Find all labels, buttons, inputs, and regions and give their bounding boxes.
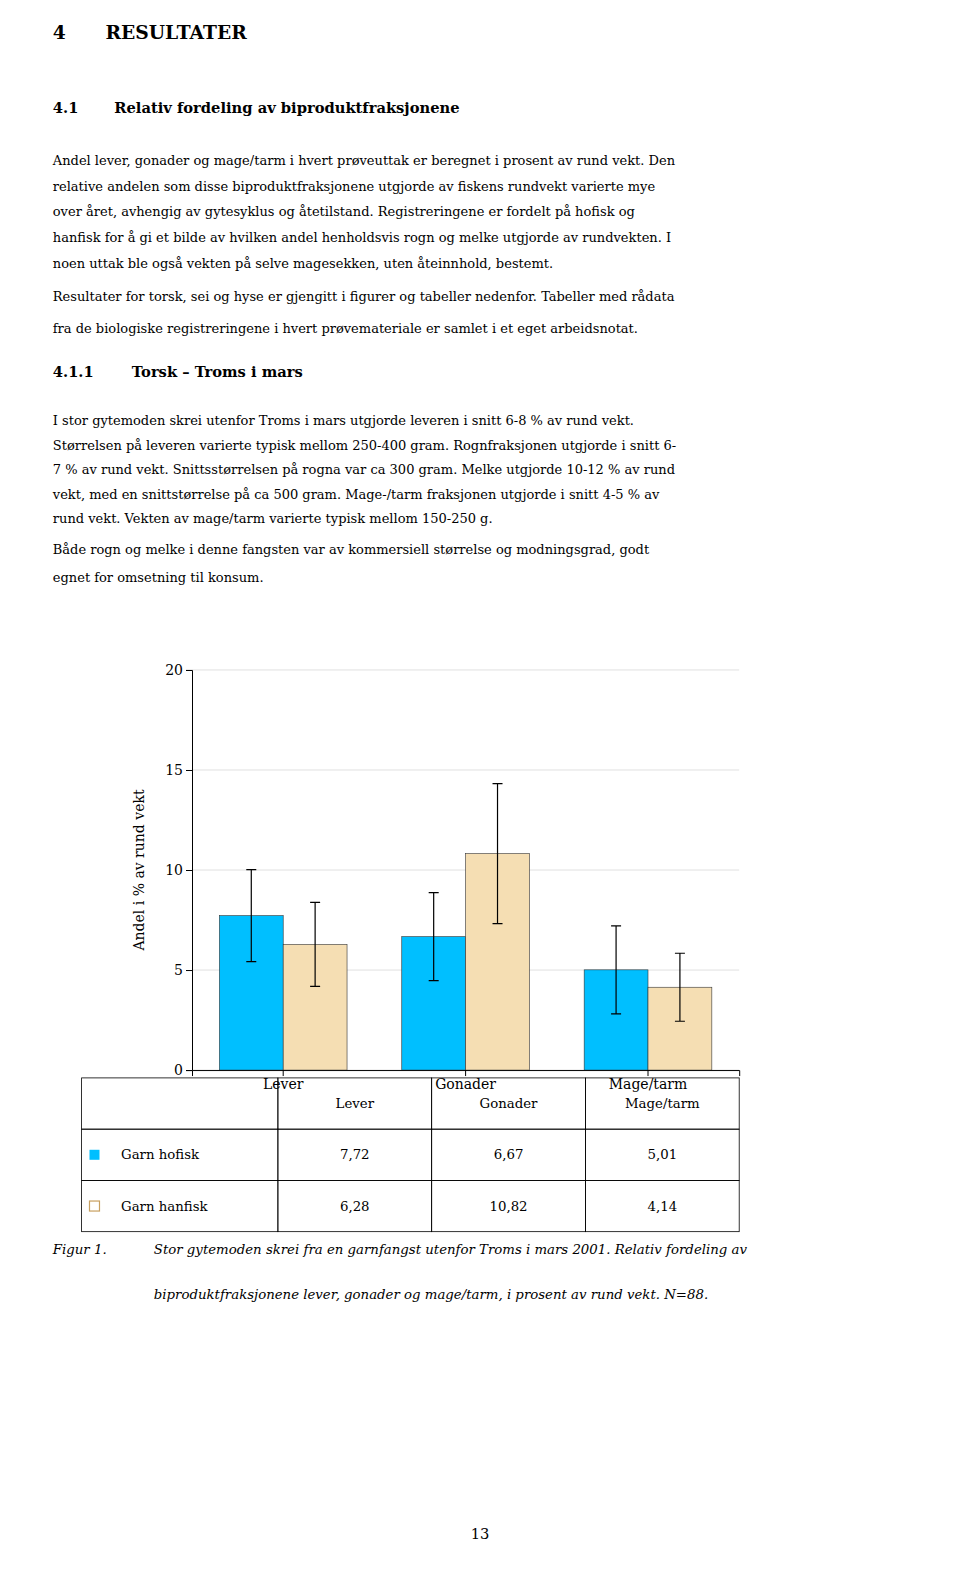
- table-cell: [278, 1180, 432, 1231]
- error-bar: [493, 784, 503, 924]
- heading-text: RESULTATER: [106, 21, 248, 43]
- y-axis-title: Andel i % av rund vekt: [131, 789, 147, 952]
- body-line: egnet for omsetning til konsum.: [53, 570, 264, 585]
- page: 4 RESULTATER 4.1 Relativ fordeling av bipro…: [0, 0, 960, 1569]
- table-cell: [585, 1129, 739, 1180]
- body-line: rund vekt. Vekten av mage/tarm varierte …: [53, 511, 493, 526]
- error-bar: [246, 870, 256, 962]
- row-marker: [89, 1201, 99, 1211]
- body-text: Andel lever, gonader og mage/tarm i hver…: [52, 153, 676, 585]
- x-tick: Mage/tarm: [609, 1070, 688, 1092]
- body-line: 7 % av rund vekt. Snittsstørrelsen på ro…: [53, 462, 675, 477]
- body-line: Både rogn og melke i denne fangsten var …: [53, 542, 650, 557]
- y-tick: 20: [165, 662, 192, 678]
- error-bar: [310, 902, 320, 986]
- table-row-label: Garn hanfisk: [121, 1199, 208, 1214]
- x-tick-label: Gonader: [435, 1076, 496, 1092]
- heading-number: 4: [53, 21, 66, 43]
- plot-area: [219, 784, 711, 1070]
- body-line: Resultater for torsk, sei og hyse er gje…: [53, 289, 675, 304]
- tick-mark: [186, 1070, 192, 1071]
- y-tick: 10: [165, 862, 192, 878]
- tick-mark: [186, 970, 192, 971]
- x-axis: Lever Gonader Mage/tarm: [193, 1070, 740, 1092]
- table-cell: [278, 1129, 432, 1180]
- grid-line: [192, 669, 739, 670]
- caption: Figur 1. Stor gytemoden skrei fra en garn…: [52, 1242, 748, 1302]
- table-value: 6,28: [340, 1199, 370, 1214]
- table-cell: [432, 1078, 586, 1129]
- heading-number: 4.1.1: [53, 363, 94, 380]
- table: Lever Gonader Mage/tarm Garn hofisk 7,72 6,67…: [82, 1078, 740, 1232]
- table-cell: [82, 1078, 278, 1129]
- tick-mark: [186, 870, 192, 871]
- table-value: 6,67: [494, 1147, 524, 1162]
- page-number: 13: [471, 1525, 490, 1542]
- tick-mark: [186, 770, 192, 771]
- body-line: fra de biologiske registreringene i hver…: [53, 321, 638, 336]
- table-row-label: Garn hofisk: [121, 1147, 200, 1162]
- heading-text: Torsk – Troms i mars: [132, 363, 303, 380]
- body-line: hanfisk for å gi et bilde av hvilken and…: [53, 230, 671, 245]
- tick-mark: [186, 670, 192, 671]
- table-header: Gonader: [480, 1096, 538, 1111]
- y-tick-label: 0: [174, 1062, 183, 1078]
- y-tick-label: 5: [174, 962, 183, 978]
- bar-series: [219, 870, 648, 1070]
- y-axis: 0 5 10 15 20: [165, 662, 192, 1078]
- table-cell: [432, 1180, 586, 1231]
- table-header: Lever: [336, 1096, 375, 1111]
- table-cell: [82, 1180, 278, 1231]
- x-tick-label: Lever: [263, 1076, 304, 1092]
- table-value: 7,72: [340, 1147, 370, 1162]
- heading-number: 4.1: [53, 99, 79, 116]
- axis-line: [186, 670, 193, 1070]
- bar-series: [283, 784, 712, 1070]
- caption-label: Figur 1.: [52, 1242, 107, 1257]
- x-tick-label: Mage/tarm: [609, 1076, 688, 1092]
- y-tick-label: 10: [165, 862, 183, 878]
- table-cell: [278, 1078, 432, 1129]
- error-bar: [429, 893, 439, 981]
- heading-text: Relativ fordeling av biproduktfraksjonen…: [114, 99, 459, 116]
- x-tick: Lever: [263, 1070, 304, 1092]
- caption-line: biproduktfraksjonene lever, gonader og m…: [154, 1287, 708, 1302]
- table-cell: [585, 1078, 739, 1129]
- caption-line: Stor gytemoden skrei fra en garnfangst u…: [154, 1242, 748, 1257]
- body-line: I stor gytemoden skrei utenfor Troms i m…: [53, 413, 634, 428]
- row-marker: [89, 1150, 99, 1160]
- body-line: over året, avhengig av gytesyklus og åte…: [53, 204, 635, 219]
- chart: Lever Gonader Mage/tarm 0 5 10 15 20 Andel i % a…: [131, 662, 740, 1092]
- body-line: Størrelsen på leveren varierte typisk me…: [53, 438, 676, 453]
- table-cell: [432, 1129, 586, 1180]
- table-cell: [585, 1180, 739, 1231]
- body-line: noen uttak ble også vekten på selve mage…: [53, 256, 553, 271]
- y-tick: 15: [165, 762, 192, 778]
- body-line: relative andelen som disse biproduktfrak…: [53, 179, 656, 194]
- error-bar: [611, 926, 621, 1014]
- y-tick-label: 15: [165, 762, 183, 778]
- grid-line: [192, 769, 739, 770]
- table-value: 10,82: [490, 1199, 528, 1214]
- error-bar: [675, 953, 685, 1021]
- table-value: 5,01: [648, 1147, 678, 1162]
- y-tick: 0: [174, 1062, 192, 1078]
- body-line: Andel lever, gonader og mage/tarm i hver…: [52, 153, 676, 168]
- table-value: 4,14: [648, 1199, 678, 1214]
- table-header: Mage/tarm: [625, 1096, 700, 1111]
- grid: [192, 670, 739, 1070]
- y-tick: 5: [174, 962, 192, 978]
- x-tick: Gonader: [435, 1070, 496, 1092]
- y-tick-label: 20: [165, 662, 183, 678]
- table-cell: [82, 1129, 278, 1180]
- body-line: vekt, med en snittstørrelse på ca 500 gr…: [52, 487, 660, 502]
